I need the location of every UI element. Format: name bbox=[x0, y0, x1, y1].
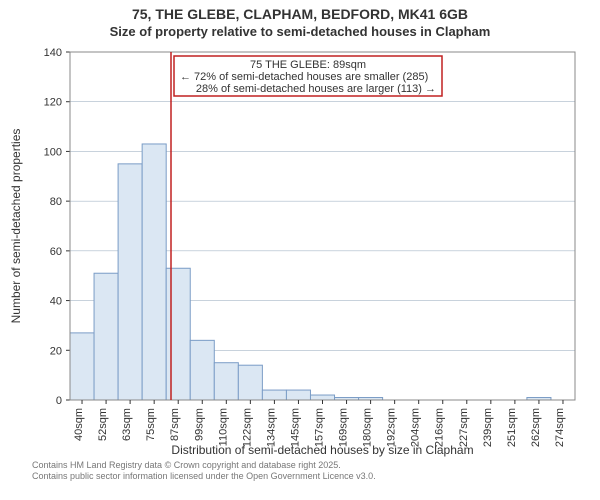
x-tick-label: 192sqm bbox=[386, 408, 398, 447]
x-axis-label: Distribution of semi-detached houses by … bbox=[171, 443, 473, 457]
histogram-bar bbox=[118, 164, 142, 400]
callout-line2: ← 72% of semi-detached houses are smalle… bbox=[180, 71, 428, 83]
x-tick-label: 180sqm bbox=[362, 408, 374, 447]
x-tick-label: 216sqm bbox=[434, 408, 446, 447]
x-tick-label: 87sqm bbox=[169, 408, 181, 441]
x-tick-label: 75sqm bbox=[145, 408, 157, 441]
x-tick-label: 251sqm bbox=[506, 408, 518, 447]
title-line2: Size of property relative to semi-detach… bbox=[0, 24, 600, 40]
x-tick-label: 122sqm bbox=[241, 408, 253, 447]
x-tick-label: 99sqm bbox=[193, 408, 205, 441]
histogram-bar bbox=[70, 333, 94, 400]
y-axis-label: Number of semi-detached properties bbox=[9, 128, 23, 323]
x-tick-label: 63sqm bbox=[121, 408, 133, 441]
callout-line1: 75 THE GLEBE: 89sqm bbox=[250, 59, 366, 71]
histogram-bar bbox=[214, 362, 238, 399]
y-tick-label: 0 bbox=[56, 395, 62, 407]
x-tick-label: 157sqm bbox=[314, 408, 326, 447]
histogram-bar bbox=[94, 273, 118, 400]
y-tick-label: 120 bbox=[44, 96, 62, 108]
histogram-bar bbox=[166, 268, 190, 400]
histogram-bar bbox=[238, 365, 262, 400]
x-tick-label: 239sqm bbox=[482, 408, 494, 447]
y-tick-label: 100 bbox=[44, 146, 62, 158]
x-tick-label: 145sqm bbox=[289, 408, 301, 447]
x-tick-label: 227sqm bbox=[458, 408, 470, 447]
footer-line2: Contains public sector information licen… bbox=[32, 471, 600, 482]
histogram-bar bbox=[310, 395, 334, 400]
histogram-bar bbox=[262, 390, 286, 400]
x-tick-label: 134sqm bbox=[265, 408, 277, 447]
x-tick-label: 262sqm bbox=[530, 408, 542, 447]
footer: Contains HM Land Registry data © Crown c… bbox=[0, 460, 600, 483]
y-tick-label: 140 bbox=[44, 47, 62, 59]
x-tick-label: 204sqm bbox=[410, 408, 422, 447]
y-tick-label: 80 bbox=[50, 196, 62, 208]
x-tick-label: 110sqm bbox=[217, 408, 229, 446]
x-tick-label: 274sqm bbox=[554, 408, 566, 447]
histogram-bar bbox=[142, 144, 166, 400]
footer-line1: Contains HM Land Registry data © Crown c… bbox=[32, 460, 600, 471]
histogram-svg: 0 20 40 60 80 100 120 140 40sqm 52sqm 63sqm 75sqm 87… bbox=[0, 40, 600, 460]
callout-line3: 28% of semi-detached houses are larger (… bbox=[196, 83, 436, 95]
y-tick-label: 60 bbox=[50, 246, 62, 258]
x-tick-label: 52sqm bbox=[97, 408, 109, 441]
histogram-bar bbox=[190, 340, 214, 400]
y-tick-label: 40 bbox=[50, 295, 62, 307]
title-block: 75, THE GLEBE, CLAPHAM, BEDFORD, MK41 6G… bbox=[0, 0, 600, 40]
chart-area: 0 20 40 60 80 100 120 140 40sqm 52sqm 63sqm 75sqm 87… bbox=[0, 40, 600, 460]
x-tick-label: 40sqm bbox=[73, 408, 85, 441]
histogram-bar bbox=[286, 390, 310, 400]
y-tick-label: 20 bbox=[50, 345, 62, 357]
title-line1: 75, THE GLEBE, CLAPHAM, BEDFORD, MK41 6G… bbox=[0, 6, 600, 24]
x-tick-label: 169sqm bbox=[338, 408, 350, 447]
